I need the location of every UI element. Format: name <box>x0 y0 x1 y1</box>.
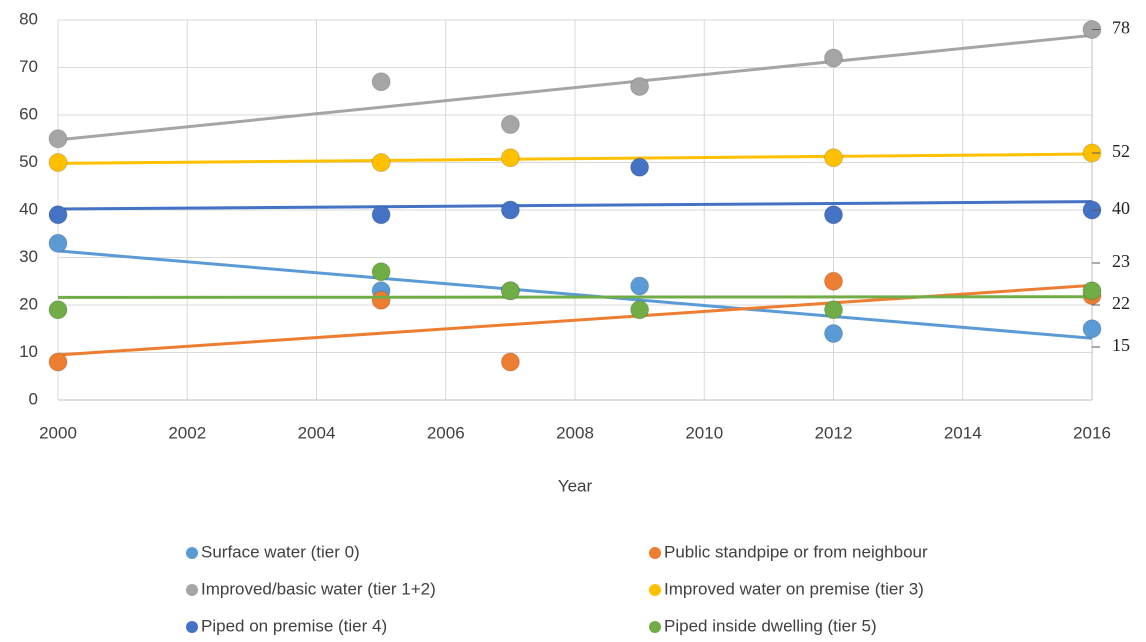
data-point <box>824 205 843 225</box>
data-point <box>48 129 68 149</box>
data-label: 23 <box>1112 251 1130 271</box>
y-tick-label: 40 <box>19 199 38 218</box>
legend-marker <box>649 621 661 633</box>
y-tick-label: 10 <box>19 342 38 361</box>
data-point <box>48 205 68 225</box>
legend-label: Surface water (tier 0) <box>201 542 360 561</box>
data-point <box>371 262 391 282</box>
x-tick-label: 2002 <box>168 423 206 442</box>
y-tick-label: 50 <box>19 152 38 171</box>
y-tick-label: 80 <box>19 9 38 28</box>
trendline <box>57 152 1093 165</box>
data-point <box>500 200 520 220</box>
data-point <box>630 276 650 296</box>
x-tick-label: 2006 <box>427 423 465 442</box>
x-tick-label: 2008 <box>556 423 594 442</box>
data-point <box>824 148 843 168</box>
legend-label: Improved/basic water (tier 1+2) <box>201 579 436 598</box>
data-point <box>48 300 68 320</box>
data-point <box>371 290 391 310</box>
data-point <box>48 233 68 253</box>
x-axis-label: Year <box>558 476 593 495</box>
data-label: 78 <box>1112 18 1130 38</box>
legend-label: Public standpipe or from neighbour <box>664 542 928 561</box>
data-point <box>630 77 650 96</box>
data-label: 52 <box>1112 141 1130 161</box>
data-point <box>500 281 520 301</box>
y-tick-label: 70 <box>19 57 38 76</box>
data-point <box>1082 319 1102 339</box>
data-point <box>371 153 391 172</box>
legend-marker <box>186 621 198 633</box>
legend-marker <box>649 547 661 559</box>
x-tick-label: 2014 <box>944 423 982 442</box>
data-point <box>500 148 520 168</box>
data-point <box>824 271 843 291</box>
legend-marker <box>186 584 198 596</box>
data-label: 15 <box>1112 335 1130 355</box>
x-tick-label: 2016 <box>1073 423 1111 442</box>
trendline <box>57 200 1093 211</box>
data-point <box>630 300 650 320</box>
legend-label: Piped inside dwelling (tier 5) <box>664 616 877 635</box>
data-point <box>48 153 68 172</box>
y-tick-label: 30 <box>19 247 38 266</box>
data-point <box>824 324 843 343</box>
legend-label: Improved water on premise (tier 3) <box>664 579 924 598</box>
data-point <box>48 352 68 372</box>
x-tick-label: 2012 <box>815 423 853 442</box>
legend-marker <box>186 547 198 559</box>
legend-marker <box>649 584 661 596</box>
x-tick-label: 2004 <box>298 423 336 442</box>
data-point <box>630 157 650 177</box>
data-point <box>824 48 843 68</box>
y-tick-label: 0 <box>29 389 38 408</box>
data-point <box>500 115 520 134</box>
legend-label: Piped on premise (tier 4) <box>201 616 387 635</box>
data-point <box>1082 281 1102 301</box>
x-tick-label: 2000 <box>39 423 77 442</box>
y-tick-label: 20 <box>19 294 38 313</box>
data-point <box>824 300 843 320</box>
data-point <box>371 205 391 225</box>
data-point <box>500 352 520 372</box>
data-label: 40 <box>1112 198 1130 218</box>
y-tick-label: 60 <box>19 104 38 123</box>
data-label: 22 <box>1112 293 1130 313</box>
x-tick-label: 2010 <box>685 423 723 442</box>
trendline <box>57 295 1093 299</box>
data-point <box>371 72 391 92</box>
trendline <box>57 249 1093 340</box>
trendline <box>57 33 1093 142</box>
